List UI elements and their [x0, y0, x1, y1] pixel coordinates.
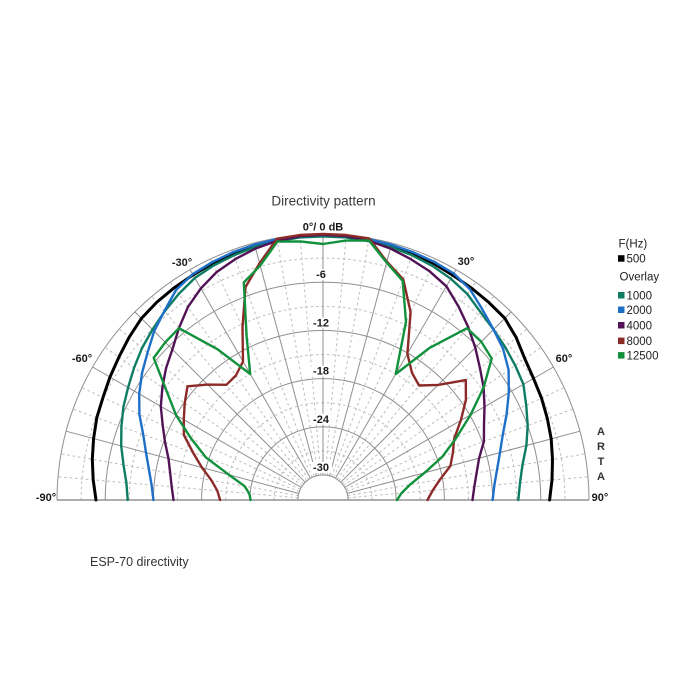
svg-text:12500: 12500: [627, 350, 659, 362]
svg-text:-6: -6: [316, 269, 326, 281]
svg-text:2000: 2000: [627, 305, 653, 317]
svg-text:F(Hz): F(Hz): [619, 239, 648, 251]
svg-text:A: A: [597, 471, 605, 483]
svg-text:ESP-70 directivity: ESP-70 directivity: [90, 555, 189, 569]
svg-text:0°/ 0 dB: 0°/ 0 dB: [303, 222, 344, 234]
svg-text:R: R: [597, 441, 605, 453]
svg-text:Directivity pattern: Directivity pattern: [271, 194, 375, 209]
svg-text:T: T: [598, 456, 605, 468]
svg-text:30°: 30°: [458, 256, 475, 268]
svg-text:-30°: -30°: [172, 257, 192, 269]
svg-text:A: A: [597, 426, 605, 438]
svg-text:-90°: -90°: [36, 492, 56, 504]
svg-text:-30: -30: [313, 462, 329, 474]
svg-text:Overlay: Overlay: [620, 272, 660, 284]
svg-text:-24: -24: [313, 414, 330, 426]
svg-text:-18: -18: [313, 366, 329, 378]
svg-text:8000: 8000: [627, 336, 653, 348]
svg-text:-12: -12: [313, 317, 329, 329]
svg-text:4000: 4000: [627, 320, 653, 332]
svg-text:60°: 60°: [556, 353, 573, 365]
svg-text:-60°: -60°: [72, 353, 92, 365]
svg-text:500: 500: [627, 254, 646, 266]
svg-text:90°: 90°: [592, 492, 609, 504]
svg-text:1000: 1000: [627, 290, 653, 302]
